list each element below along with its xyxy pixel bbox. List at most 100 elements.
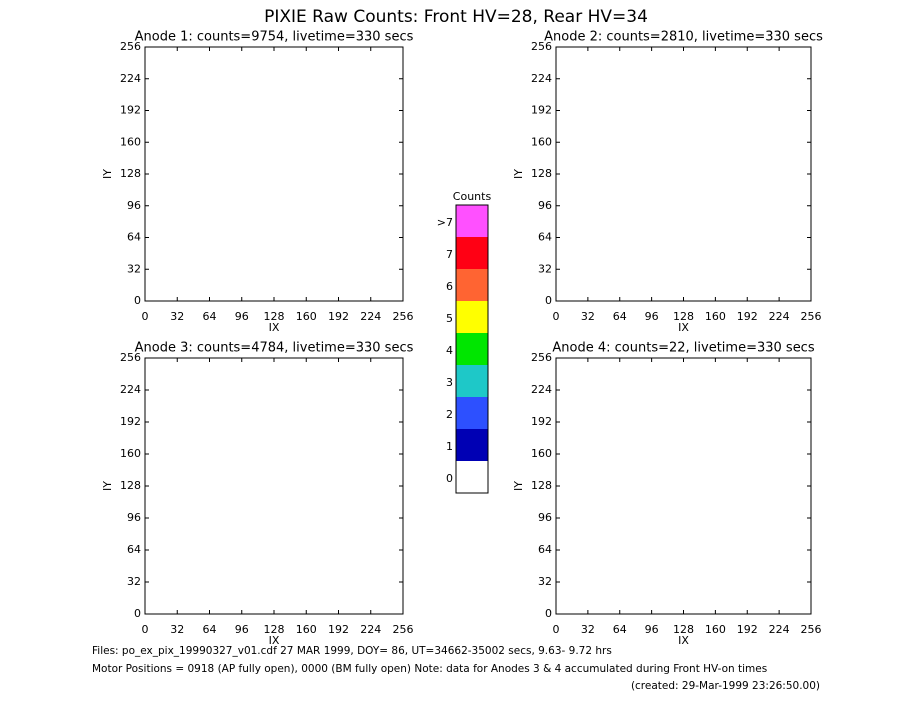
y-tick-label: 128 xyxy=(531,479,552,492)
colorbar-label: 5 xyxy=(446,312,453,325)
y-tick-label: 224 xyxy=(120,383,141,396)
y-tick-label: 96 xyxy=(538,511,552,524)
x-tick-label: 224 xyxy=(769,623,790,636)
y-tick-label: 0 xyxy=(134,294,141,307)
y-tick-label: 64 xyxy=(538,231,552,244)
x-tick-label: 224 xyxy=(769,310,790,323)
colorbar-label: 4 xyxy=(446,344,453,357)
y-tick-label: 64 xyxy=(127,543,141,556)
y-tick-label: 128 xyxy=(120,479,141,492)
colorbar-frame xyxy=(455,204,489,494)
y-tick-label: 0 xyxy=(545,294,552,307)
y-tick-label: 224 xyxy=(120,72,141,85)
y-tick-label: 64 xyxy=(538,543,552,556)
y-tick-label: 160 xyxy=(531,447,552,460)
panel-title: Anode 2: counts=2810, livetime=330 secs xyxy=(544,30,823,45)
figure-title: PIXIE Raw Counts: Front HV=28, Rear HV=3… xyxy=(264,7,648,27)
x-tick-label: 224 xyxy=(360,623,381,636)
x-tick-label: 32 xyxy=(581,310,595,323)
x-tick-label: 128 xyxy=(264,310,285,323)
x-tick-label: 64 xyxy=(203,310,217,323)
colorbar-cell xyxy=(456,237,488,269)
x-tick-label: 160 xyxy=(705,310,726,323)
colorbar-cell xyxy=(456,333,488,365)
y-tick-label: 32 xyxy=(538,262,552,275)
y-tick-label: 192 xyxy=(120,104,141,117)
colorbar-cell xyxy=(456,205,488,237)
y-tick-label: 192 xyxy=(531,104,552,117)
x-tick-label: 256 xyxy=(393,623,414,636)
x-tick-label: 32 xyxy=(581,623,595,636)
x-tick-label: 192 xyxy=(737,310,758,323)
x-tick-label: 256 xyxy=(393,310,414,323)
colorbar-cell xyxy=(456,429,488,461)
x-axis-label: IX xyxy=(269,634,280,647)
x-tick-label: 32 xyxy=(170,310,184,323)
y-tick-label: 224 xyxy=(531,383,552,396)
y-tick-label: 96 xyxy=(127,511,141,524)
plot-frame xyxy=(555,46,812,302)
x-tick-label: 192 xyxy=(328,310,349,323)
x-tick-label: 32 xyxy=(170,623,184,636)
colorbar-label: >7 xyxy=(437,216,453,229)
colorbar-label: 7 xyxy=(446,248,453,261)
colorbar-label: 2 xyxy=(446,408,453,421)
x-tick-label: 64 xyxy=(203,623,217,636)
x-tick-label: 0 xyxy=(553,310,560,323)
x-tick-label: 256 xyxy=(801,623,822,636)
y-tick-label: 96 xyxy=(127,199,141,212)
x-tick-label: 96 xyxy=(235,623,249,636)
x-tick-label: 128 xyxy=(673,310,694,323)
y-tick-label: 96 xyxy=(538,199,552,212)
colorbar-label: 3 xyxy=(446,376,453,389)
colorbar-cell xyxy=(456,365,488,397)
x-tick-label: 0 xyxy=(553,623,560,636)
x-tick-label: 0 xyxy=(142,310,149,323)
y-axis-label: IY xyxy=(512,481,525,491)
colorbar-cell xyxy=(456,301,488,333)
x-tick-label: 64 xyxy=(613,310,627,323)
y-tick-label: 160 xyxy=(120,135,141,148)
x-axis-label: IX xyxy=(678,321,689,334)
y-axis-label: IY xyxy=(101,481,114,491)
y-axis-label: IY xyxy=(512,169,525,179)
y-tick-label: 256 xyxy=(120,351,141,364)
y-axis-label: IY xyxy=(101,169,114,179)
colorbar-cell xyxy=(456,269,488,301)
y-tick-label: 64 xyxy=(127,231,141,244)
y-tick-label: 128 xyxy=(120,167,141,180)
y-tick-label: 160 xyxy=(120,447,141,460)
colorbar-title: Counts xyxy=(453,190,492,203)
y-tick-label: 256 xyxy=(120,40,141,53)
x-tick-label: 96 xyxy=(645,310,659,323)
plot-frame xyxy=(144,357,404,615)
x-tick-label: 224 xyxy=(360,310,381,323)
x-tick-label: 256 xyxy=(801,310,822,323)
x-tick-label: 160 xyxy=(296,623,317,636)
y-tick-label: 0 xyxy=(134,607,141,620)
y-tick-label: 256 xyxy=(531,40,552,53)
x-tick-label: 96 xyxy=(645,623,659,636)
x-tick-label: 192 xyxy=(328,623,349,636)
y-tick-label: 256 xyxy=(531,351,552,364)
y-tick-label: 32 xyxy=(127,262,141,275)
colorbar-cell xyxy=(456,461,488,493)
created-note: (created: 29-Mar-1999 23:26:50.00) xyxy=(631,680,820,692)
x-tick-label: 192 xyxy=(737,623,758,636)
y-tick-label: 128 xyxy=(531,167,552,180)
y-tick-label: 160 xyxy=(531,135,552,148)
motor-note: Motor Positions = 0918 (AP fully open), … xyxy=(92,663,767,675)
panel-title: Anode 3: counts=4784, livetime=330 secs xyxy=(135,341,414,356)
plot-frame xyxy=(555,357,812,615)
x-tick-label: 64 xyxy=(613,623,627,636)
x-tick-label: 160 xyxy=(296,310,317,323)
colorbar-label: 0 xyxy=(446,472,453,485)
y-tick-label: 192 xyxy=(531,415,552,428)
panel-title: Anode 1: counts=9754, livetime=330 secs xyxy=(135,30,414,45)
colorbar-label: 1 xyxy=(446,440,453,453)
y-tick-label: 32 xyxy=(538,575,552,588)
x-axis-label: IX xyxy=(269,321,280,334)
x-tick-label: 160 xyxy=(705,623,726,636)
x-tick-label: 128 xyxy=(673,623,694,636)
y-tick-label: 192 xyxy=(120,415,141,428)
